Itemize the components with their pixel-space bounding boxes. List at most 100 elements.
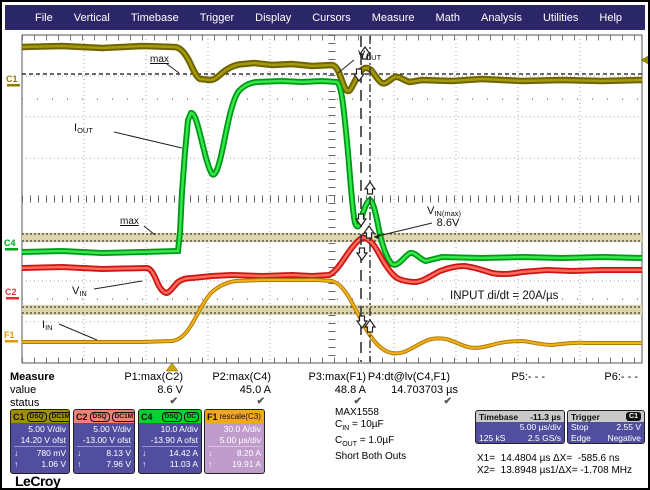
max-label-2: max bbox=[120, 216, 139, 227]
cout-note: COUT = 1.0µF bbox=[335, 435, 395, 448]
vinmax-label: VIN(max) bbox=[427, 205, 462, 218]
max-band-lower bbox=[22, 305, 642, 315]
f1-max-icon: ↑ bbox=[208, 458, 213, 469]
c1-box-id: C1 bbox=[13, 411, 25, 422]
c4-offset: -13.90 A ofst bbox=[150, 434, 198, 445]
trigger-level-marker[interactable] bbox=[640, 55, 650, 65]
axis-ticks bbox=[22, 35, 642, 363]
measure-p3-status: ✔ bbox=[353, 396, 362, 407]
c4-scale: 10.0 A/div bbox=[160, 424, 198, 434]
c2-max-icon: ↑ bbox=[77, 458, 82, 469]
c2-offset: -13.00 V ofst bbox=[82, 434, 131, 445]
c1-min-value: 780 mV bbox=[36, 448, 66, 458]
c4-badge-dsq: DSQ bbox=[161, 411, 182, 422]
cursor-arrow-up-vin bbox=[355, 247, 369, 262]
timebase-rate: 2.5 GS/s bbox=[527, 432, 561, 443]
c4-marker[interactable]: C4 bbox=[4, 238, 16, 248]
measure-p1-status: ✔ bbox=[169, 396, 178, 407]
measure-p4-status: ✔ bbox=[443, 396, 452, 407]
label-pointers bbox=[58, 59, 433, 341]
menu-timebase[interactable]: Timebase bbox=[130, 11, 179, 24]
measure-p1-value: 8.6 V bbox=[157, 384, 183, 396]
vin-label: VIN bbox=[72, 285, 87, 298]
c4-box-id: C4 bbox=[141, 411, 153, 422]
channel-box-f1[interactable]: F1 rescale(C3) 30.0 A/div 5.00 µs/div ↓ 8… bbox=[204, 409, 265, 474]
c1-offset: 14.20 V ofst bbox=[20, 434, 66, 445]
iin-trace[interactable] bbox=[22, 278, 642, 356]
menu-help[interactable]: Help bbox=[599, 11, 623, 24]
measure-p3-param[interactable]: P3:max(F1) bbox=[308, 371, 366, 383]
vin-trace[interactable] bbox=[21, 234, 642, 297]
f1-min-icon: ↓ bbox=[208, 448, 213, 458]
cursor-arrow-up-vout bbox=[352, 68, 366, 83]
measure-p5-param[interactable]: P5:- - - bbox=[511, 371, 545, 383]
cursor-x2-readout: X2= 13.8948 µs bbox=[477, 465, 551, 476]
c2-scale: 5.00 V/div bbox=[93, 424, 131, 434]
f1-box-title: rescale(C3) bbox=[219, 412, 261, 421]
trigger-slope: Negative bbox=[607, 432, 641, 443]
measure-p2-param[interactable]: P2:max(C4) bbox=[212, 371, 271, 383]
trigger-time-marker[interactable] bbox=[165, 362, 179, 372]
trigger-level: 2.55 V bbox=[616, 422, 641, 432]
cursor-arrow-down-iout bbox=[363, 180, 377, 195]
vout-label: VOUT bbox=[358, 49, 382, 62]
timebase-offset: -11.3 µs bbox=[530, 411, 561, 422]
menu-file[interactable]: File bbox=[35, 11, 53, 24]
iout-trace[interactable] bbox=[21, 77, 643, 268]
trigger-box[interactable]: Trigger C1 Stop 2.55 V Edge Negative bbox=[567, 410, 645, 444]
menu-measure[interactable]: Measure bbox=[371, 11, 415, 24]
c2-badge-dsq: DSQ bbox=[89, 411, 110, 422]
measure-p6-param[interactable]: P6:- - - bbox=[604, 371, 638, 383]
c4-min-value: 14.42 A bbox=[169, 448, 198, 458]
menu-math[interactable]: Math bbox=[435, 11, 460, 24]
cursor-arrow-up-iin bbox=[355, 315, 369, 330]
channel-box-c2[interactable]: C2 DSQ DC1M 5.00 V/div -13.00 V ofst ↓ 8.… bbox=[73, 409, 135, 474]
lecroy-logo: LeCroy bbox=[15, 473, 61, 489]
trigger-title: Trigger bbox=[571, 411, 600, 422]
f1-box-id: F1 bbox=[207, 411, 218, 422]
c4-badge-coupling: DC bbox=[183, 411, 199, 422]
cursor-arrow-down-iin bbox=[363, 318, 377, 333]
f1-min-value: 8.20 A bbox=[236, 448, 261, 458]
short-note: Short Both Outs bbox=[335, 451, 407, 462]
f1-marker[interactable]: F1 bbox=[4, 330, 15, 340]
timebase-title: Timebase bbox=[479, 411, 519, 422]
menu-analysis[interactable]: Analysis bbox=[481, 11, 522, 24]
menu-bar: File Vertical Timebase Trigger Display C… bbox=[5, 5, 645, 30]
cursor-arrow-down-vout bbox=[358, 45, 372, 60]
max-label-1: max bbox=[150, 54, 169, 65]
annotation-block: MAX1558 CIN = 10µF COUT = 1.0µF Short Bo… bbox=[335, 407, 406, 463]
trigger-kind: Edge bbox=[571, 432, 591, 443]
c2-min-value: 8.13 V bbox=[106, 448, 131, 458]
c2-marker[interactable]: C2 bbox=[5, 287, 17, 297]
menu-trigger[interactable]: Trigger bbox=[199, 11, 235, 24]
channel-box-c1[interactable]: C1 DSQ DC1M 5.00 V/div 14.20 V ofst ↓ 780… bbox=[10, 409, 70, 474]
vinmax-value: 8.6V bbox=[437, 217, 460, 229]
cursor-arrow-down-vin bbox=[362, 224, 376, 239]
vinmax-pointer-arrowhead bbox=[374, 233, 381, 239]
menu-utilities[interactable]: Utilities bbox=[542, 11, 579, 24]
trigger-source-badge: C1 bbox=[626, 412, 641, 421]
c1-scale: 5.00 V/div bbox=[28, 424, 66, 434]
measure-p4-param[interactable]: P4:dt@lv(C4,F1) bbox=[367, 371, 450, 383]
timebase-samples: 125 kS bbox=[479, 432, 506, 443]
c4-min-icon: ↓ bbox=[142, 448, 147, 458]
menu-cursors[interactable]: Cursors bbox=[312, 11, 351, 24]
menu-display[interactable]: Display bbox=[255, 11, 292, 24]
f1-max-value: 19.91 A bbox=[232, 458, 261, 469]
f1-timescale: 5.00 µs/div bbox=[219, 434, 261, 445]
cin-note: CIN = 10µF bbox=[335, 419, 384, 432]
c1-marker[interactable]: C1 bbox=[6, 74, 18, 84]
trigger-mode: Stop bbox=[571, 422, 589, 432]
c2-badge-coupling: DC1M bbox=[111, 411, 134, 422]
measure-p1-param[interactable]: P1:max(C2) bbox=[124, 371, 183, 383]
channel-box-c4[interactable]: C4 DSQ DC 10.0 A/div -13.90 A ofst ↓ 14.4… bbox=[138, 409, 202, 474]
measure-p2-value: 45.0 A bbox=[239, 384, 271, 396]
value-row-label: value bbox=[10, 384, 37, 396]
vout-trace[interactable] bbox=[21, 42, 643, 95]
menu-vertical[interactable]: Vertical bbox=[73, 11, 110, 24]
timebase-box[interactable]: Timebase -11.3 µs 5.00 µs/div 125 kS 2.5 … bbox=[475, 410, 565, 444]
channel-zero-markers: C1 C4 C2 F1 bbox=[4, 74, 20, 343]
measure-p4-value: 14.703703 µs bbox=[391, 384, 458, 396]
